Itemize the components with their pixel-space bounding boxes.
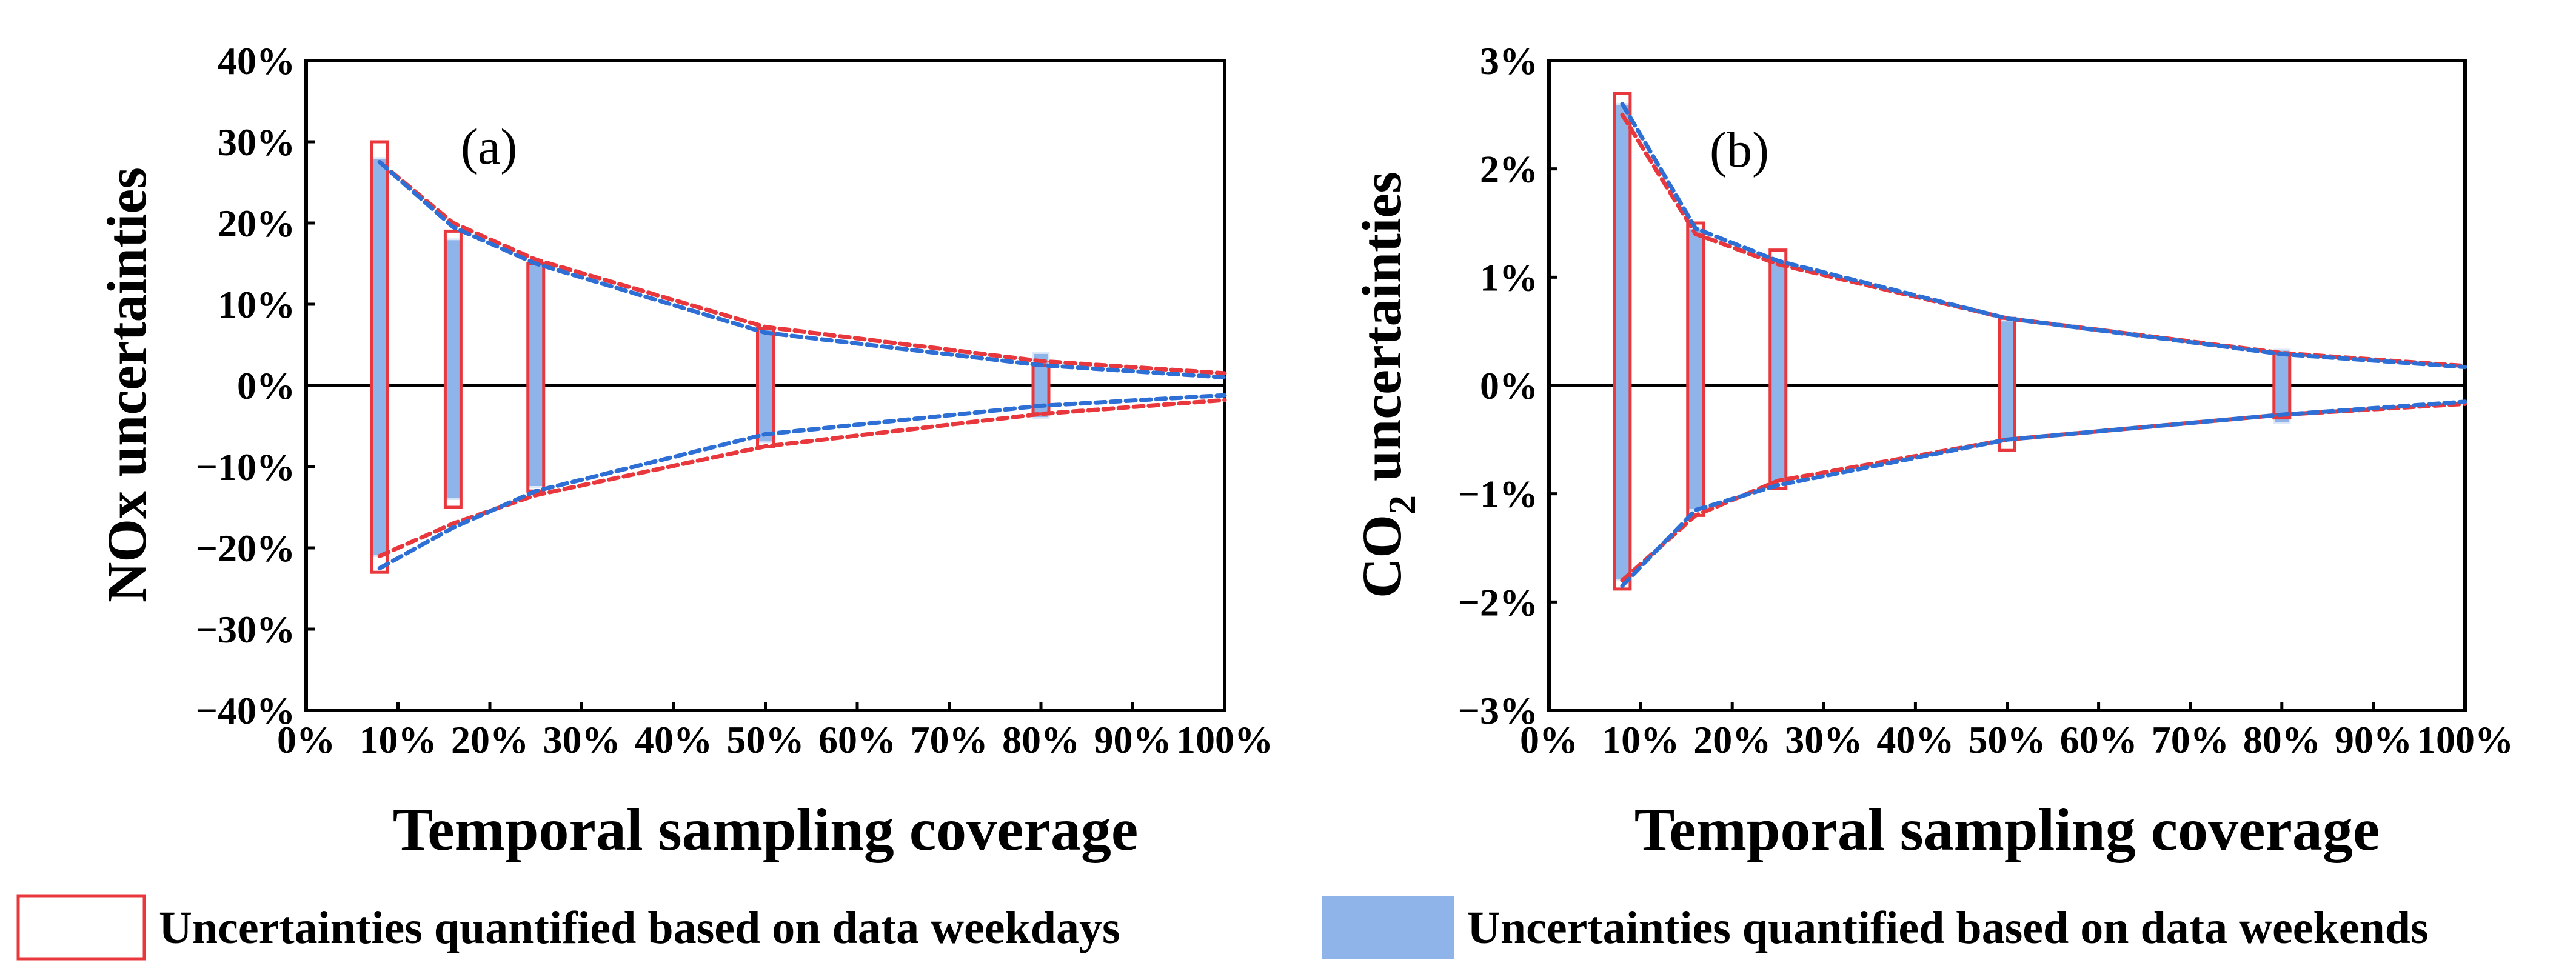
x-tick-label: 30% <box>543 718 621 761</box>
weekends-bar <box>1613 102 1631 582</box>
x-tick-label: 10% <box>1602 718 1679 761</box>
x-tick-label: 100% <box>1176 718 1273 761</box>
x-tick-label: 20% <box>1693 718 1771 761</box>
y-axis-title: NOx uncertainties <box>96 167 158 602</box>
x-tick-label: 30% <box>1785 718 1862 761</box>
weekends-bar <box>527 262 545 488</box>
y-tick-label: 30% <box>218 121 295 164</box>
x-tick-label: 50% <box>727 718 805 761</box>
x-tick-label: 70% <box>2152 718 2229 761</box>
y-tick-label: 0% <box>237 364 295 407</box>
y-tick-label: −30% <box>196 608 295 651</box>
y-axis-title-rest: uncertainties <box>1351 172 1413 495</box>
x-tick-label: 90% <box>2335 718 2412 761</box>
x-tick-label: 60% <box>2060 718 2138 761</box>
legend-weekdays-swatch <box>16 894 146 961</box>
x-tick-label: 80% <box>1002 718 1080 761</box>
x-tick-label: 70% <box>911 718 988 761</box>
panel-label: (b) <box>1710 122 1769 178</box>
y-tick-label: −1% <box>1458 473 1538 516</box>
weekends-bar <box>1687 227 1705 511</box>
panel-b-co2: 3%2%1%0%−1%−2%−3%0% 10% 20% 30% 40% 50% 60% 70%… <box>1351 39 2514 863</box>
y-axis-title: CO2 uncertainties <box>1351 172 1423 598</box>
y-axis-title-main: NOx uncertainties <box>96 167 158 602</box>
weekends-upper-curve <box>377 160 1227 380</box>
panel-label: (a) <box>461 119 517 175</box>
y-tick-label: 20% <box>218 202 295 245</box>
x-tick-label: 40% <box>635 718 712 761</box>
weekends-lower-curve <box>377 393 1227 570</box>
x-tick-label: 10% <box>360 718 437 761</box>
weekends-bar <box>1769 260 1787 484</box>
panel-a-nox: 40%30%20%10%0%−10%−20%−30%−40%0% 10% 20% 30… <box>96 39 1273 863</box>
x-tick-label: 0% <box>277 718 335 761</box>
weekdays-bar <box>1613 92 1632 591</box>
weekends-bar <box>757 327 774 444</box>
y-tick-label: 3% <box>1480 39 1538 82</box>
weekends-bar <box>370 157 389 557</box>
y-tick-label: 40% <box>218 39 295 82</box>
legend: Uncertainties quantified based on data w… <box>16 894 2429 961</box>
y-tick-label: 1% <box>1480 256 1538 299</box>
weekdays-bar <box>1768 248 1788 490</box>
x-tick-label: 80% <box>2243 718 2321 761</box>
y-tick-label: −3% <box>1458 689 1538 732</box>
x-tick-label: 20% <box>451 718 529 761</box>
x-axis-title: Temporal sampling coverage <box>1634 796 2380 863</box>
weekends-lower-curve <box>1620 399 2467 588</box>
legend-weekends-label: Uncertainties quantified based on data w… <box>1467 902 2429 953</box>
y-tick-label: −2% <box>1458 581 1538 624</box>
weekends-upper-curve <box>1620 102 2467 370</box>
weekends-bar <box>444 238 462 501</box>
weekdays-bar <box>443 229 463 509</box>
x-axis-title: Temporal sampling coverage <box>393 796 1139 863</box>
y-tick-label: 10% <box>218 283 295 326</box>
x-tick-label: 100% <box>2417 718 2514 761</box>
x-tick-label: 90% <box>1094 718 1172 761</box>
x-tick-label: 60% <box>818 718 896 761</box>
weekdays-upper-curve <box>377 160 1227 376</box>
y-tick-label: −20% <box>196 527 295 570</box>
legend-weekdays-label: Uncertainties quantified based on data w… <box>159 902 1120 953</box>
weekends-bar <box>1998 319 2016 441</box>
y-tick-label: −10% <box>196 445 295 488</box>
y-axis-title-subscript: 2 <box>1380 495 1423 515</box>
x-tick-label: 40% <box>1876 718 1954 761</box>
x-tick-label: 50% <box>1969 718 2046 761</box>
weekdays-bar <box>370 140 389 574</box>
y-tick-label: 0% <box>1480 364 1538 407</box>
y-tick-label: −40% <box>196 689 295 732</box>
y-tick-label: 2% <box>1480 148 1538 191</box>
x-tick-label: 0% <box>1520 718 1578 761</box>
y-axis-title-main: CO <box>1351 515 1413 598</box>
weekdays-upper-curve <box>1620 112 2467 368</box>
legend-weekends-swatch <box>1322 896 1454 959</box>
weekdays-lower-curve <box>377 398 1227 558</box>
